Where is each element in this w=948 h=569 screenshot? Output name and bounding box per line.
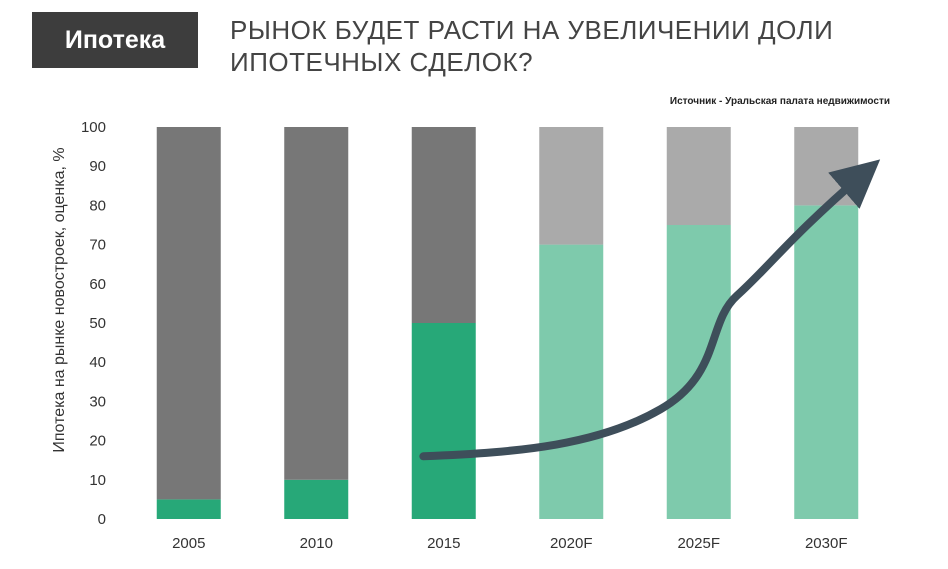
bar-2010-segment-2 bbox=[284, 127, 349, 480]
x-tick-label: 2020F bbox=[550, 535, 593, 552]
bar-2015-segment-2 bbox=[411, 127, 476, 323]
x-tick-label: 2025F bbox=[677, 535, 720, 552]
y-tick-label: 50 bbox=[89, 315, 106, 332]
y-tick-label: 10 bbox=[89, 472, 106, 489]
y-axis-label: Ипотека на рынке новостроек, оценка, % bbox=[51, 147, 68, 452]
source-note: Источник - Уральская палата недвижимости bbox=[669, 96, 890, 107]
x-tick-label: 2010 bbox=[300, 535, 333, 552]
bar-2005-segment-2 bbox=[156, 127, 221, 500]
y-tick-label: 80 bbox=[89, 197, 106, 214]
bar-2030F-segment-2 bbox=[794, 127, 859, 206]
bars-layer bbox=[156, 127, 859, 519]
y-tick-label: 0 bbox=[98, 511, 106, 528]
bar-2020F-segment-2 bbox=[539, 127, 604, 245]
chart-title-line-1: РЫНОК БУДЕТ РАСТИ НА УВЕЛИЧЕНИИ ДОЛИ bbox=[230, 15, 834, 45]
y-tick-label: 40 bbox=[89, 354, 106, 371]
y-tick-label: 100 bbox=[81, 119, 106, 136]
bar-2010-segment-1 bbox=[284, 479, 349, 519]
x-tick-label: 2015 bbox=[427, 535, 460, 552]
y-tick-label: 20 bbox=[89, 433, 106, 450]
y-tick-label: 70 bbox=[89, 237, 106, 254]
y-tick-label: 30 bbox=[89, 393, 106, 410]
y-tick-label: 90 bbox=[89, 158, 106, 175]
x-axis-ticks: 2005 2010 2015 2020F 2025F 2030F bbox=[172, 535, 847, 552]
section-tag: Ипотека bbox=[32, 12, 198, 68]
x-tick-label: 2005 bbox=[172, 535, 205, 552]
bar-2005-segment-1 bbox=[156, 499, 221, 519]
x-tick-label: 2030F bbox=[805, 535, 848, 552]
chart-title-line-2: ИПОТЕЧНЫХ СДЕЛОК? bbox=[230, 47, 534, 77]
y-tick-label: 60 bbox=[89, 276, 106, 293]
bar-2015-segment-1 bbox=[411, 323, 476, 519]
y-axis-ticks: 0 10 20 30 40 50 60 70 80 90 100 bbox=[81, 119, 106, 528]
chart-title: РЫНОК БУДЕТ РАСТИ НА УВЕЛИЧЕНИИ ДОЛИ ИПО… bbox=[230, 14, 870, 78]
bar-2020F-segment-1 bbox=[539, 244, 604, 519]
trend-arrow bbox=[419, 159, 881, 461]
bar-2025F-segment-2 bbox=[666, 127, 731, 225]
bar-2030F-segment-1 bbox=[794, 205, 859, 519]
